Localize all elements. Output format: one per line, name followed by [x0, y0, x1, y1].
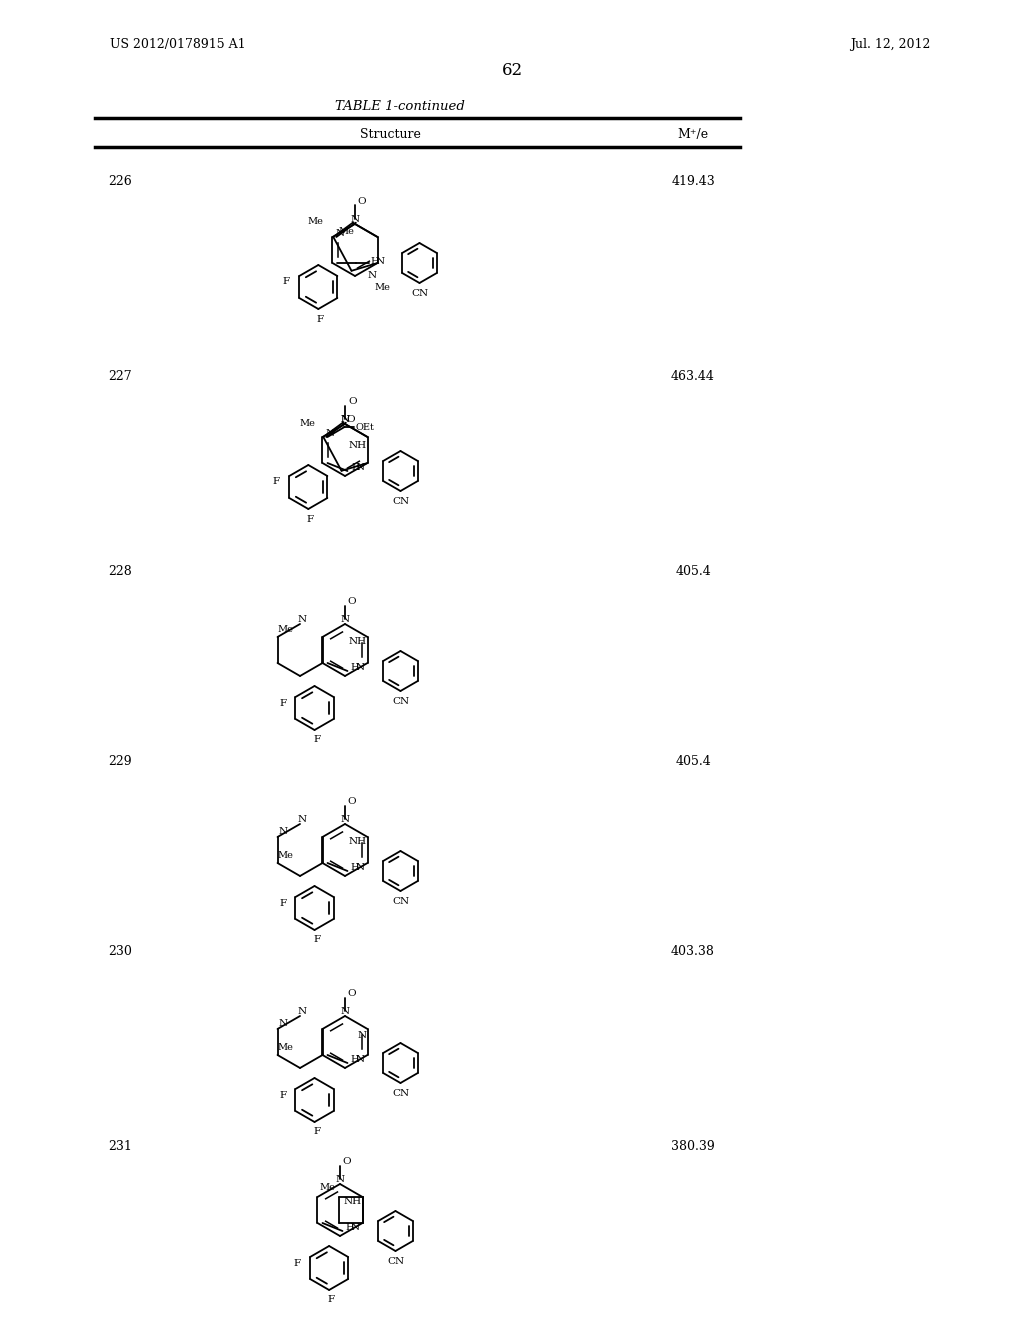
Text: N: N — [368, 271, 377, 280]
Text: H: H — [345, 1224, 354, 1233]
Text: Me: Me — [278, 1043, 294, 1052]
Text: 229: 229 — [108, 755, 132, 768]
Text: Structure: Structure — [359, 128, 421, 141]
Text: H: H — [350, 863, 358, 873]
Text: N: N — [356, 863, 365, 873]
Text: NH: NH — [348, 638, 367, 647]
Text: OEt: OEt — [355, 422, 374, 432]
Text: N: N — [297, 814, 306, 824]
Text: 405.4: 405.4 — [675, 565, 711, 578]
Text: CN: CN — [392, 896, 409, 906]
Text: N: N — [358, 1031, 367, 1040]
Text: H: H — [351, 463, 359, 473]
Text: 227: 227 — [108, 370, 132, 383]
Text: F: F — [313, 735, 321, 744]
Text: Me: Me — [299, 418, 315, 428]
Text: N: N — [356, 664, 365, 672]
Text: Me: Me — [339, 227, 354, 236]
Text: N: N — [297, 615, 306, 623]
Text: F: F — [272, 478, 280, 487]
Text: Jul. 12, 2012: Jul. 12, 2012 — [850, 38, 931, 51]
Text: US 2012/0178915 A1: US 2012/0178915 A1 — [110, 38, 246, 51]
Text: O: O — [348, 990, 356, 998]
Text: F: F — [294, 1258, 301, 1267]
Text: F: F — [328, 1295, 335, 1304]
Text: N: N — [356, 1056, 365, 1064]
Text: N: N — [350, 214, 359, 223]
Text: F: F — [313, 1127, 321, 1137]
Text: 463.44: 463.44 — [671, 370, 715, 383]
Text: 231: 231 — [108, 1140, 132, 1152]
Text: N: N — [340, 414, 349, 424]
Text: NH: NH — [348, 837, 367, 846]
Text: O: O — [357, 198, 367, 206]
Text: N: N — [326, 429, 335, 438]
Text: N: N — [279, 1019, 288, 1028]
Text: F: F — [283, 277, 290, 286]
Text: H: H — [350, 1056, 358, 1064]
Text: CN: CN — [392, 1089, 409, 1097]
Text: O: O — [348, 598, 356, 606]
Text: TABLE 1-continued: TABLE 1-continued — [335, 100, 465, 114]
Text: Me: Me — [278, 850, 294, 859]
Text: F: F — [307, 515, 314, 524]
Text: F: F — [313, 936, 321, 945]
Text: 228: 228 — [108, 565, 132, 578]
Text: F: F — [279, 899, 286, 908]
Text: CN: CN — [392, 697, 409, 705]
Text: N: N — [297, 1006, 306, 1015]
Text: N: N — [351, 1224, 360, 1233]
Text: Me: Me — [307, 216, 324, 226]
Text: M⁺/e: M⁺/e — [678, 128, 709, 141]
Text: N: N — [376, 256, 385, 265]
Text: 62: 62 — [502, 62, 522, 79]
Text: N: N — [279, 828, 288, 837]
Text: O: O — [343, 1158, 351, 1167]
Text: H: H — [350, 664, 358, 672]
Text: O: O — [349, 397, 357, 407]
Text: NH: NH — [343, 1197, 361, 1206]
Text: Me: Me — [278, 624, 294, 634]
Text: N: N — [340, 814, 349, 824]
Text: 230: 230 — [108, 945, 132, 958]
Text: CN: CN — [387, 1257, 404, 1266]
Text: Me: Me — [319, 1183, 335, 1192]
Text: O: O — [346, 414, 354, 424]
Text: NH: NH — [348, 441, 367, 450]
Text: CN: CN — [392, 496, 409, 506]
Text: F: F — [279, 1090, 286, 1100]
Text: 380.39: 380.39 — [671, 1140, 715, 1152]
Text: Me: Me — [375, 282, 390, 292]
Text: N: N — [336, 230, 345, 239]
Text: N: N — [336, 1175, 344, 1184]
Text: 419.43: 419.43 — [671, 176, 715, 187]
Text: 403.38: 403.38 — [671, 945, 715, 958]
Text: F: F — [279, 698, 286, 708]
Text: O: O — [348, 797, 356, 807]
Text: N: N — [340, 414, 349, 424]
Text: F: F — [316, 314, 324, 323]
Text: 226: 226 — [108, 176, 132, 187]
Text: N: N — [340, 615, 349, 623]
Text: 405.4: 405.4 — [675, 755, 711, 768]
Text: CN: CN — [411, 289, 428, 297]
Text: N: N — [356, 463, 365, 473]
Text: N: N — [340, 1006, 349, 1015]
Text: H: H — [370, 256, 379, 265]
